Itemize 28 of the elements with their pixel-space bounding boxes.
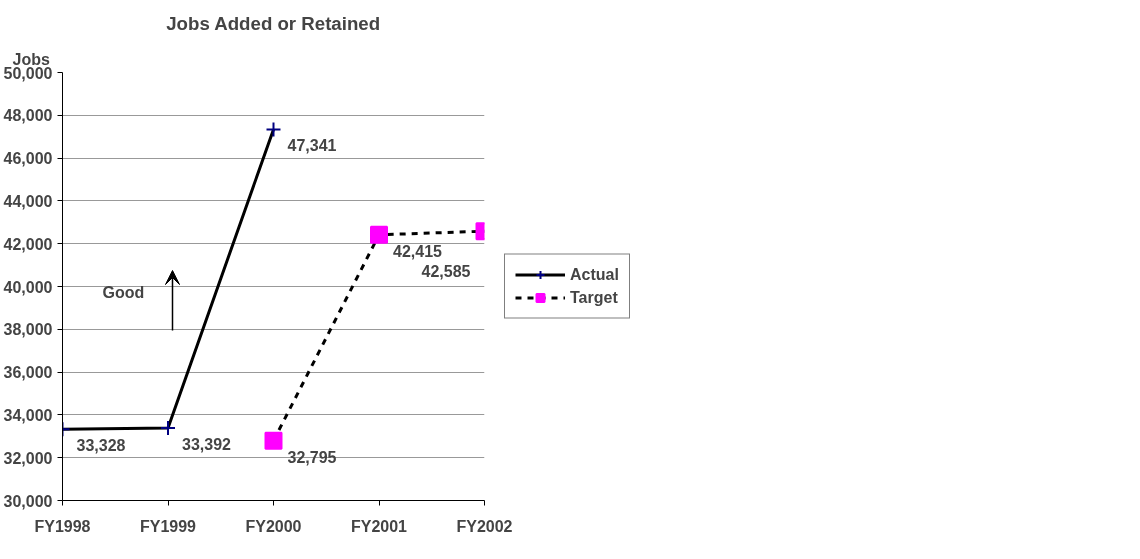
x-tick-label: FY2000 (245, 517, 302, 535)
y-tick-label: 32,000 (3, 449, 53, 467)
y-tick-label: 48,000 (3, 107, 53, 125)
y-tick-label: 44,000 (3, 192, 53, 210)
y-tick-label: 36,000 (3, 364, 53, 382)
x-tick-label: FY1999 (139, 517, 197, 535)
x-tick-label: FY2001 (350, 517, 408, 535)
y-tick-label: 30,000 (3, 492, 53, 510)
y-tick-label: 42,000 (3, 235, 53, 253)
y-tick-label: 34,000 (3, 406, 53, 424)
data-label: 32,795 (287, 448, 337, 466)
point (160, 419, 176, 436)
data-label: 33,392 (182, 435, 232, 453)
y-tick-label: 38,000 (3, 321, 53, 339)
point (264, 431, 283, 450)
y-tick-label: 46,000 (3, 150, 53, 168)
legend-label: Actual (570, 265, 619, 284)
data-label: 47,341 (287, 137, 337, 155)
annotation: Good (102, 283, 145, 301)
point (265, 121, 282, 138)
data-label: 42,585 (421, 263, 471, 281)
legend-label: Target (570, 288, 618, 307)
chart-title: Jobs Added or Retained (166, 12, 381, 34)
data-label: 33,328 (76, 437, 126, 455)
data-label: 42,415 (393, 242, 443, 260)
x-tick-label: FY1998 (34, 517, 91, 535)
y-tick-label: 40,000 (3, 278, 53, 296)
x-tick-label: FY2002 (456, 517, 513, 535)
